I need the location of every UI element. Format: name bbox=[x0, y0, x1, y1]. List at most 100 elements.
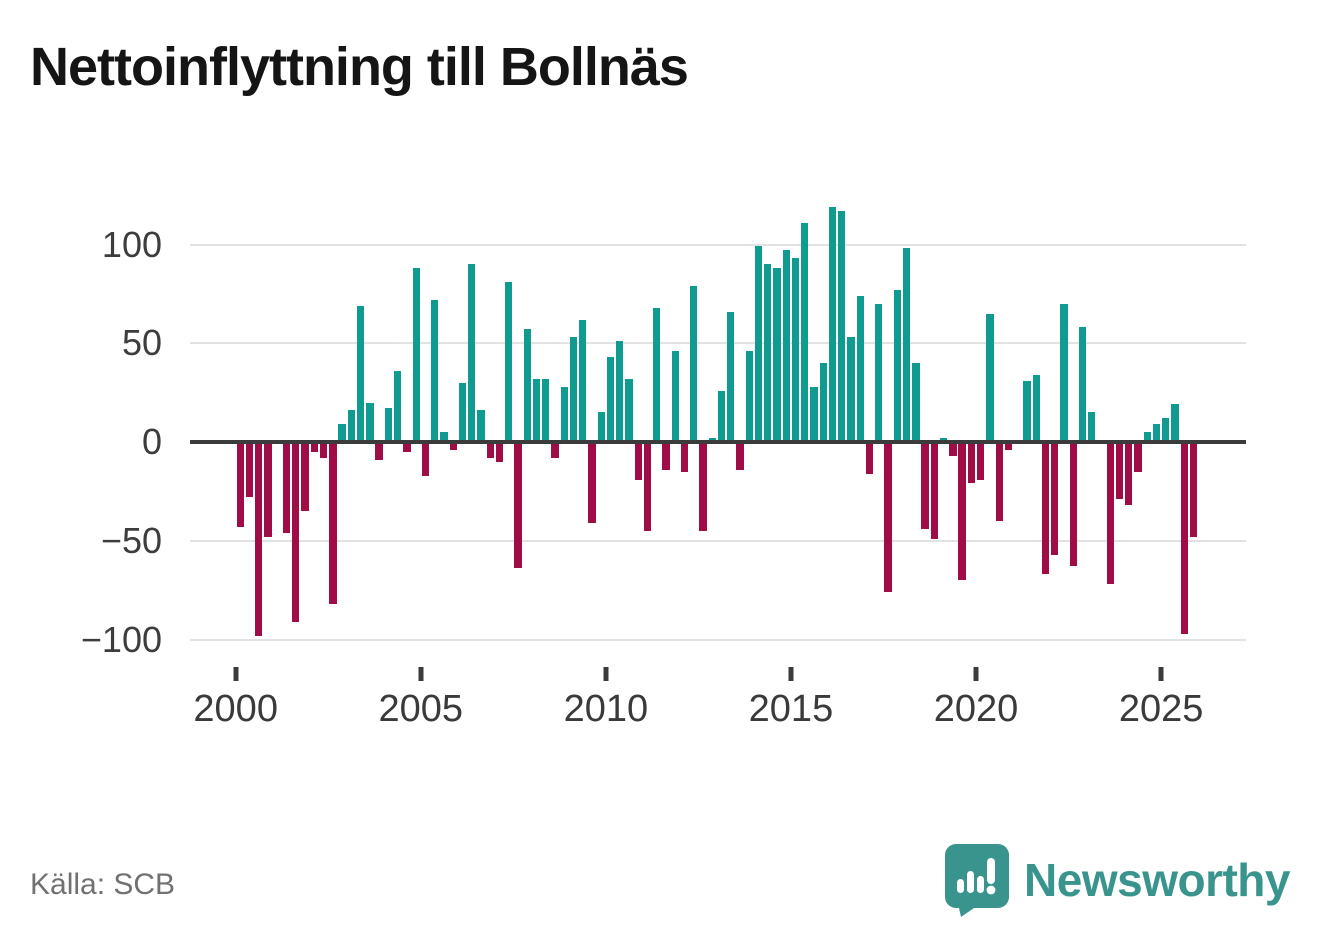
bar-2015Q1 bbox=[791, 258, 800, 442]
bar-2019Q4 bbox=[967, 442, 976, 484]
x-axis-tick-2025 bbox=[1158, 667, 1164, 681]
bar-2007Q1 bbox=[495, 442, 504, 462]
bar-2005Q4 bbox=[449, 442, 457, 450]
bar-2002Q1 bbox=[310, 442, 318, 452]
bar-2025Q3 bbox=[1180, 442, 1188, 634]
bar-2024Q1 bbox=[1125, 442, 1133, 506]
bar-2008Q2 bbox=[542, 378, 550, 442]
x-axis-tick-2010 bbox=[603, 667, 609, 681]
bar-2012Q3 bbox=[699, 442, 707, 531]
bar-2003Q2 bbox=[356, 305, 365, 442]
bar-2025Q2 bbox=[1171, 404, 1179, 442]
x-axis-tick-label-2000: 2000 bbox=[193, 688, 278, 730]
bar-2000Q3 bbox=[255, 442, 263, 636]
x-axis-tick-label-2015: 2015 bbox=[748, 688, 834, 730]
newsworthy-logo-link[interactable]: Newsworthy bbox=[944, 843, 1290, 917]
newsworthy-wordmark: Newsworthy bbox=[1024, 854, 1290, 906]
bar-2013Q2 bbox=[727, 311, 735, 442]
bar-2007Q2 bbox=[505, 282, 513, 442]
bar-2009Q3 bbox=[588, 442, 596, 523]
bar-2016Q1 bbox=[828, 206, 837, 442]
bar-2017Q1 bbox=[865, 442, 874, 474]
bar-2010Q1 bbox=[606, 357, 615, 442]
bar-2000Q1 bbox=[236, 442, 244, 527]
bar-2010Q3 bbox=[625, 378, 633, 442]
bar-2011Q2 bbox=[653, 307, 661, 442]
bar-2008Q1 bbox=[532, 378, 541, 442]
bar-2012Q2 bbox=[690, 285, 698, 442]
bar-2022Q4 bbox=[1078, 327, 1087, 442]
bar-2022Q3 bbox=[1069, 442, 1077, 567]
bar-2016Q4 bbox=[856, 295, 864, 442]
bar-2014Q3 bbox=[773, 268, 781, 442]
bar-2014Q4 bbox=[782, 250, 790, 442]
bar-2014Q2 bbox=[764, 264, 772, 442]
x-axis-tick-label-2025: 2025 bbox=[1118, 688, 1204, 730]
bar-2013Q1 bbox=[717, 390, 726, 442]
bar-2025Q1 bbox=[1162, 418, 1170, 442]
bar-2016Q2 bbox=[838, 210, 846, 442]
bar-2006Q1 bbox=[458, 382, 467, 442]
bar-2012Q1 bbox=[680, 442, 689, 472]
bar-2023Q1 bbox=[1088, 412, 1096, 442]
zero-baseline bbox=[190, 440, 1246, 444]
x-axis-tick-label-2005: 2005 bbox=[378, 688, 464, 730]
bar-2008Q4 bbox=[560, 386, 568, 442]
x-axis-tick-label-2020: 2020 bbox=[933, 688, 1019, 730]
bar-2018Q1 bbox=[902, 248, 911, 442]
bar-2021Q3 bbox=[1032, 374, 1040, 442]
x-axis-tick-label-2010: 2010 bbox=[563, 688, 649, 730]
bar-2011Q1 bbox=[643, 442, 652, 531]
bar-2001Q2 bbox=[282, 442, 291, 533]
y-axis-tick-label: −100 bbox=[80, 618, 162, 660]
newsworthy-logo-icon bbox=[944, 843, 1010, 917]
bar-2018Q4 bbox=[930, 442, 939, 539]
bar-2017Q4 bbox=[893, 289, 901, 442]
bar-2003Q3 bbox=[366, 402, 374, 442]
bar-2010Q2 bbox=[616, 341, 624, 442]
bar-2024Q3 bbox=[1143, 432, 1151, 442]
bar-2013Q3 bbox=[736, 442, 744, 470]
source-attribution: Källa: SCB bbox=[30, 868, 176, 901]
bar-2006Q4 bbox=[486, 442, 494, 458]
bar-2015Q4 bbox=[819, 363, 827, 442]
y-axis-tick-label: 50 bbox=[121, 322, 162, 364]
bar-2002Q4 bbox=[338, 424, 346, 442]
x-axis-tick-2005 bbox=[418, 667, 424, 681]
bar-2016Q3 bbox=[847, 337, 855, 442]
bar-2021Q2 bbox=[1023, 380, 1031, 442]
bar-2022Q1 bbox=[1051, 442, 1059, 555]
y-gridline--50 bbox=[190, 539, 1246, 542]
bar-2020Q4 bbox=[1004, 442, 1013, 450]
bar-2024Q2 bbox=[1134, 442, 1142, 472]
bar-2019Q3 bbox=[958, 442, 966, 581]
y-gridline--100 bbox=[190, 638, 1246, 641]
x-axis-tick-2000 bbox=[233, 667, 239, 681]
bar-2004Q1 bbox=[384, 408, 393, 442]
bar-2024Q4 bbox=[1152, 424, 1161, 442]
bar-2002Q2 bbox=[319, 442, 328, 458]
bar-2011Q4 bbox=[671, 351, 679, 442]
bar-2001Q3 bbox=[292, 442, 300, 622]
bar-2018Q3 bbox=[921, 442, 929, 529]
bar-2002Q3 bbox=[329, 442, 337, 604]
bar-2023Q3 bbox=[1106, 442, 1114, 585]
bar-2015Q3 bbox=[810, 386, 818, 442]
bar-2006Q2 bbox=[468, 264, 476, 442]
bar-2009Q1 bbox=[569, 337, 578, 442]
bar-2017Q3 bbox=[884, 442, 892, 593]
bar-2021Q4 bbox=[1041, 442, 1050, 575]
y-axis-tick-label: 0 bbox=[141, 421, 162, 462]
y-axis-tick-label: −50 bbox=[100, 519, 162, 561]
bar-2010Q4 bbox=[634, 442, 642, 480]
bar-2004Q2 bbox=[393, 370, 402, 442]
bar-2009Q2 bbox=[579, 319, 587, 442]
bar-2004Q3 bbox=[403, 442, 411, 452]
bar-2014Q1 bbox=[754, 246, 763, 442]
y-gridline-50 bbox=[190, 342, 1246, 345]
bar-2017Q2 bbox=[875, 303, 883, 442]
bar-2005Q3 bbox=[440, 432, 448, 442]
bar-2006Q3 bbox=[477, 410, 485, 442]
